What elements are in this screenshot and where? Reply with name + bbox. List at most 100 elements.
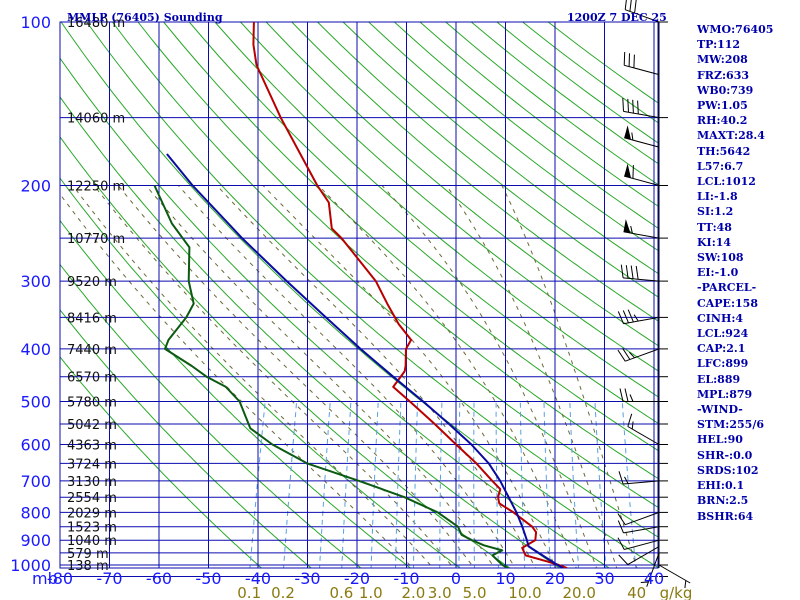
temperature-tick-label: -70 xyxy=(96,569,122,588)
pressure-tick-label: 700 xyxy=(20,472,51,491)
wind-barb-feather xyxy=(624,476,629,484)
height-label: 2029 m xyxy=(67,506,117,521)
stat-item: LCL:1012 xyxy=(697,175,756,189)
mixing-ratio-line xyxy=(543,401,551,568)
temperature-tick-label: 30 xyxy=(594,569,614,588)
wind-barb-staff xyxy=(623,316,660,325)
wind-barb-feather xyxy=(622,310,629,323)
mixing-ratio-label: 3.0 xyxy=(428,584,452,600)
wind-barb-feather xyxy=(630,265,634,279)
dewpoint-trace xyxy=(153,185,509,568)
dry-adiabat xyxy=(162,22,658,452)
height-label: 3724 m xyxy=(67,457,117,472)
mixing-ratio-line xyxy=(458,401,461,568)
mixing-ratio-label: 0.2 xyxy=(271,584,295,600)
wind-barb-feather xyxy=(629,0,632,12)
height-label: 9520 m xyxy=(67,275,117,290)
height-label: 5042 m xyxy=(67,418,117,433)
stat-item: EL:889 xyxy=(697,372,741,386)
wind-barb-column xyxy=(617,0,691,589)
stat-item: WB0:739 xyxy=(697,83,754,97)
pressure-tick-label: 600 xyxy=(20,436,51,455)
wind-barb-feather xyxy=(629,394,634,402)
mixing-ratio-line xyxy=(395,401,402,568)
moist-adiabat xyxy=(262,185,557,568)
dry-adiabat xyxy=(214,22,658,398)
wind-barb xyxy=(624,125,660,148)
wind-barb-feather xyxy=(622,97,624,112)
stat-item: TT:48 xyxy=(697,220,732,234)
wind-barb-feather xyxy=(625,265,629,279)
dry-adiabat xyxy=(291,22,658,322)
height-label: 5780 m xyxy=(67,396,117,411)
pressure-tick-label: 1000 xyxy=(10,556,51,575)
pressure-tick-label: 800 xyxy=(20,503,51,522)
pressure-unit-label: mb xyxy=(32,569,58,588)
height-label: 10770 m xyxy=(67,232,125,247)
temperature-tick-label: 40 xyxy=(644,569,664,588)
height-label: 7440 m xyxy=(67,343,117,358)
pressure-tick-label: 500 xyxy=(20,393,51,412)
wind-barb-feather xyxy=(622,348,631,360)
stat-item: FRZ:633 xyxy=(697,68,750,82)
moist-adiabat xyxy=(117,185,475,568)
moist-adiabat xyxy=(445,185,618,568)
dry-adiabat xyxy=(60,57,611,568)
temperature-tick-label: 0 xyxy=(451,569,461,588)
temperature-trace xyxy=(252,22,568,568)
mixing-ratio-label: 1.0 xyxy=(359,584,383,600)
temperature-tick-label: -50 xyxy=(195,569,221,588)
valid-time: 1200Z 7 DEC 25 xyxy=(567,11,667,24)
wind-barb-feather xyxy=(631,132,634,141)
height-label: 6570 m xyxy=(67,371,117,386)
mixing-ratio-label: 20.0 xyxy=(562,584,595,600)
stat-item: EI:-1.0 xyxy=(697,266,739,280)
height-label: 3130 m xyxy=(67,475,117,490)
wind-barb-feather xyxy=(617,537,625,550)
wind-barb-feather xyxy=(623,51,626,66)
mixing-ratio-line xyxy=(594,401,607,568)
stat-item: -PARCEL- xyxy=(697,281,757,295)
dry-adiabat xyxy=(367,22,658,252)
moist-adiabat xyxy=(381,185,598,568)
wind-barb xyxy=(617,511,660,526)
dry-adiabat xyxy=(86,22,658,538)
wind-barb-staff xyxy=(623,277,660,282)
stat-item: TP:112 xyxy=(697,38,741,52)
stat-item: MAXT:28.4 xyxy=(697,129,765,143)
height-label: 16480 m xyxy=(67,16,125,31)
wind-barb-pennant xyxy=(624,163,631,178)
mixing-ratio-line xyxy=(319,401,331,568)
stat-item: SW:108 xyxy=(697,251,744,265)
height-label: 2554 m xyxy=(67,491,117,506)
wind-barb-staff xyxy=(624,539,660,550)
stat-item: SRDS:102 xyxy=(697,463,759,477)
mixing-ratio-line xyxy=(283,401,298,568)
wind-barb-feather xyxy=(629,351,635,359)
wind-barb-feather xyxy=(634,0,637,14)
chart-title: MMLP (76405) Sounding xyxy=(67,11,223,24)
temperature-tick-label: 10 xyxy=(495,569,515,588)
stats-panel: WMO:76405 TP:112 MW:208 FRZ:633 WB0:739 PW:1.… xyxy=(697,22,799,524)
wind-barb xyxy=(640,552,660,587)
temperature-tick-label: -60 xyxy=(146,569,172,588)
temperature-tick-label: -30 xyxy=(294,569,320,588)
wind-barb xyxy=(619,388,659,402)
mixing-ratio-line xyxy=(370,401,379,568)
wind-barb-staff xyxy=(624,137,660,148)
wind-barb-feather xyxy=(633,314,639,322)
wind-barb-feather xyxy=(684,580,687,589)
temperature-tick-label: 20 xyxy=(545,569,565,588)
stat-item: PW:1.05 xyxy=(697,99,748,113)
wind-barb xyxy=(620,264,660,282)
wind-barb-feather xyxy=(617,349,626,362)
dry-adiabat xyxy=(60,219,412,568)
wind-barb-feather xyxy=(627,309,634,323)
height-label: 12250 m xyxy=(67,180,125,195)
temperature-tick-label: -20 xyxy=(344,569,370,588)
stat-item: RH:40.2 xyxy=(697,114,748,128)
wind-barb-feather xyxy=(631,421,634,430)
stat-item: L57:6.7 xyxy=(697,159,744,173)
mixing-ratio-line xyxy=(621,401,637,568)
wind-barb-feather xyxy=(635,265,639,280)
